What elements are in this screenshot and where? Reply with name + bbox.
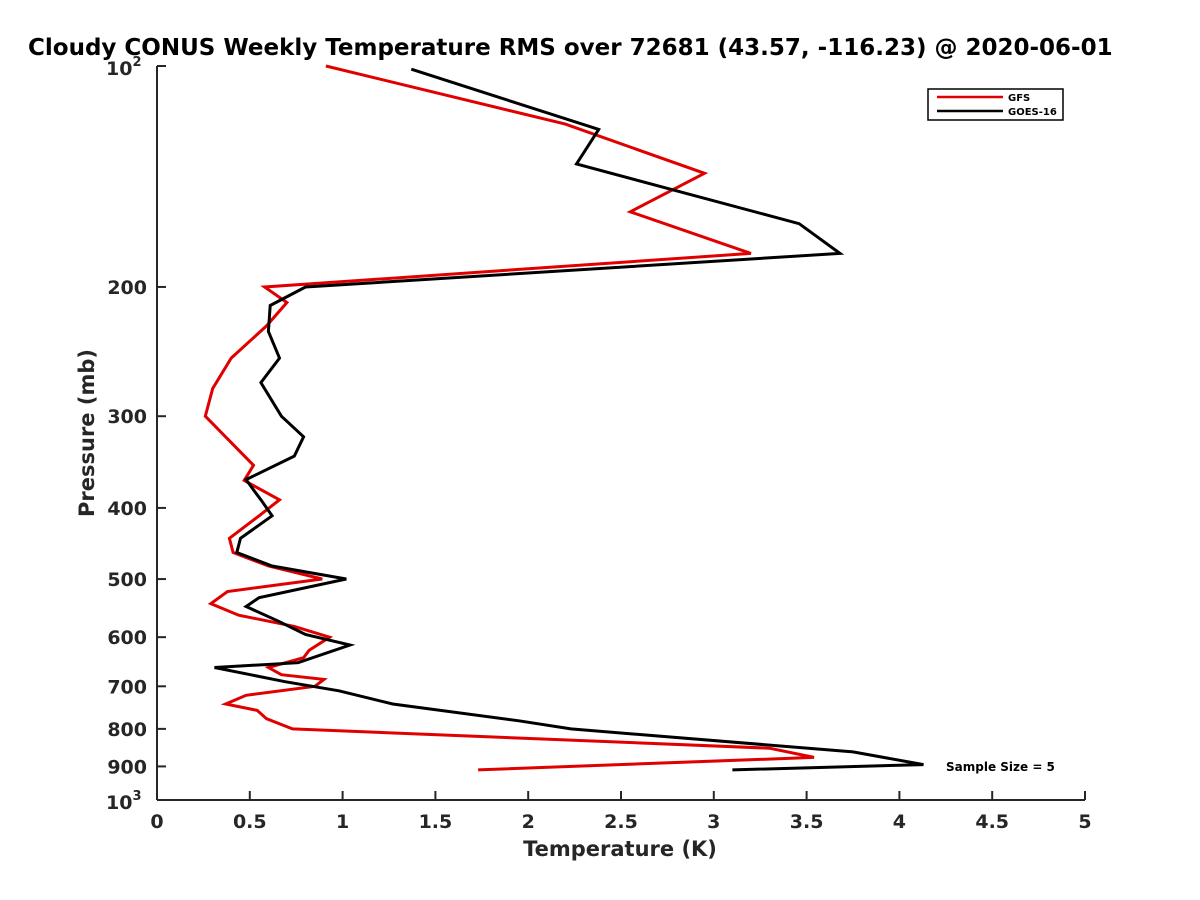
x-axis-title: Temperature (K): [523, 837, 717, 861]
y-tick-label: 900: [107, 756, 147, 778]
x-tick-label: 1: [336, 811, 349, 833]
y-ticks: 200 300 400 500 600 700 800 900: [107, 65, 166, 801]
x-tick-label: 3: [707, 811, 720, 833]
x-tick-label: 4.5: [975, 811, 1009, 833]
x-tick-label: 2.5: [604, 811, 638, 833]
y-bottom-base: 10: [106, 792, 132, 814]
y-top-label: 102: [106, 55, 142, 80]
y-tick-label: 400: [107, 498, 147, 520]
legend-label-gfs: GFS: [1008, 93, 1030, 104]
sample-size-annotation: Sample Size = 5: [946, 760, 1055, 774]
x-tick-label: 5: [1078, 811, 1091, 833]
y-tick-label: 600: [107, 627, 147, 649]
y-tick-label: 200: [107, 277, 147, 299]
plot-lines: [203, 64, 924, 772]
x-tick-label: 1.5: [419, 811, 453, 833]
x-tick-label: 4: [893, 811, 906, 833]
legend-box: [927, 88, 1064, 121]
y-tick-label: 800: [107, 719, 147, 741]
y-top-exp: 2: [132, 55, 141, 70]
chart-title: Cloudy CONUS Weekly Temperature RMS over…: [28, 35, 1113, 61]
x-tick-label: 2: [522, 811, 535, 833]
y-tick-label: 700: [107, 676, 147, 698]
x-tick-label: 0.5: [233, 811, 267, 833]
x-tick-label: 0: [150, 811, 163, 833]
y-bottom-label: 103: [106, 789, 142, 814]
legend-label-goes16: GOES-16: [1008, 107, 1057, 118]
y-tick-label: 300: [107, 406, 147, 428]
x-tick-label: 3.5: [790, 811, 824, 833]
legend: GFS GOES-16: [927, 88, 1064, 121]
series-line-goes-16: [214, 67, 924, 772]
x-ticks: 0 0.5 1 1.5 2 2.5 3 3.5 4 4.5 5: [150, 791, 1092, 833]
y-bottom-exp: 3: [132, 789, 141, 804]
y-tick-label: 500: [107, 569, 147, 591]
y-top-base: 10: [106, 58, 132, 80]
series-line-gfs: [203, 64, 815, 772]
y-axis-title: Pressure (mb): [75, 349, 99, 517]
